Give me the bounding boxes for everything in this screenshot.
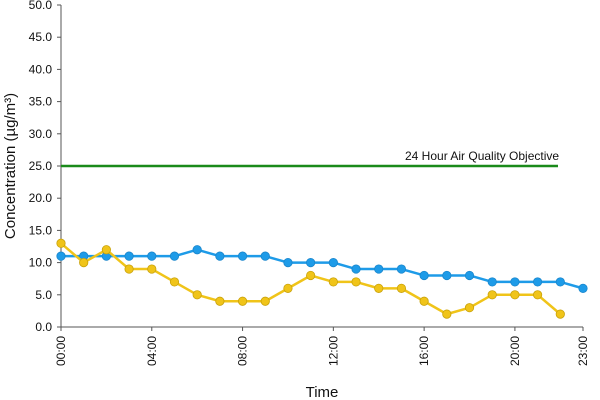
data-point — [419, 296, 429, 306]
data-point — [533, 277, 543, 287]
x-tick-label: 04:00 — [145, 336, 159, 366]
series-2 — [56, 238, 565, 319]
x-tick-label: 20:00 — [508, 336, 522, 366]
series-group — [56, 238, 588, 319]
data-point — [169, 251, 180, 261]
data-point — [442, 270, 452, 281]
data-point — [442, 309, 452, 319]
data-point — [328, 277, 338, 287]
data-point — [306, 270, 316, 281]
reference-line-label: 24 Hour Air Quality Objective — [405, 149, 559, 163]
axes: 0.0 5.0 10.0 15.0 20.0 25.0 30.0 35.0 40.0 45.0 50… — [29, 0, 590, 366]
x-tick-label: 12:00 — [326, 336, 340, 366]
data-point — [351, 264, 361, 274]
x-tick-label: 00:00 — [54, 336, 68, 366]
data-point — [487, 277, 497, 287]
data-point — [260, 296, 270, 306]
data-point — [147, 251, 157, 261]
data-point — [283, 257, 293, 268]
data-point — [260, 251, 270, 261]
data-point — [169, 277, 180, 287]
data-point — [237, 251, 248, 261]
y-tick-label: 5.0 — [35, 288, 52, 302]
data-point — [56, 251, 66, 261]
data-point — [533, 290, 543, 300]
data-point — [147, 264, 157, 274]
x-tick-label: 16:00 — [417, 336, 431, 366]
data-point — [306, 257, 316, 268]
data-point — [192, 290, 202, 300]
y-tick-label: 30.0 — [29, 127, 53, 141]
data-point — [56, 238, 66, 248]
data-point — [396, 264, 407, 274]
data-point — [510, 290, 520, 300]
data-point — [464, 303, 475, 313]
y-tick-label: 40.0 — [29, 62, 53, 76]
y-tick-label: 15.0 — [29, 223, 53, 237]
data-point — [578, 283, 588, 293]
data-point — [396, 283, 407, 293]
x-axis-title: Time — [306, 384, 339, 400]
data-point — [464, 270, 475, 281]
data-point — [79, 257, 89, 268]
data-point — [374, 283, 384, 293]
y-tick-label: 45.0 — [29, 30, 53, 44]
data-point — [419, 270, 429, 281]
data-point — [192, 245, 202, 255]
x-tick-label: 23:00 — [576, 336, 590, 366]
data-point — [555, 309, 565, 319]
y-tick-label: 35.0 — [29, 95, 53, 109]
data-point — [283, 283, 293, 293]
data-point — [215, 251, 225, 261]
y-tick-label: 50.0 — [29, 0, 53, 12]
series-1 — [56, 245, 588, 293]
data-point — [510, 277, 520, 287]
data-point — [555, 277, 565, 287]
data-point — [124, 264, 134, 274]
y-tick-label: 20.0 — [29, 191, 53, 205]
reference-line-group: 24 Hour Air Quality Objective — [61, 149, 559, 168]
data-point — [124, 251, 134, 261]
data-point — [374, 264, 384, 274]
x-tick-label: 08:00 — [236, 336, 250, 366]
y-tick-label: 0.0 — [35, 320, 52, 334]
y-tick-label: 10.0 — [29, 256, 53, 270]
y-tick-label: 25.0 — [29, 159, 53, 173]
data-point — [328, 257, 338, 268]
data-point — [215, 296, 225, 306]
data-point — [351, 277, 361, 287]
data-point — [487, 290, 497, 300]
data-point — [101, 245, 111, 255]
data-point — [237, 296, 248, 306]
y-axis-title: Concentration (µg/m³) — [2, 93, 19, 239]
